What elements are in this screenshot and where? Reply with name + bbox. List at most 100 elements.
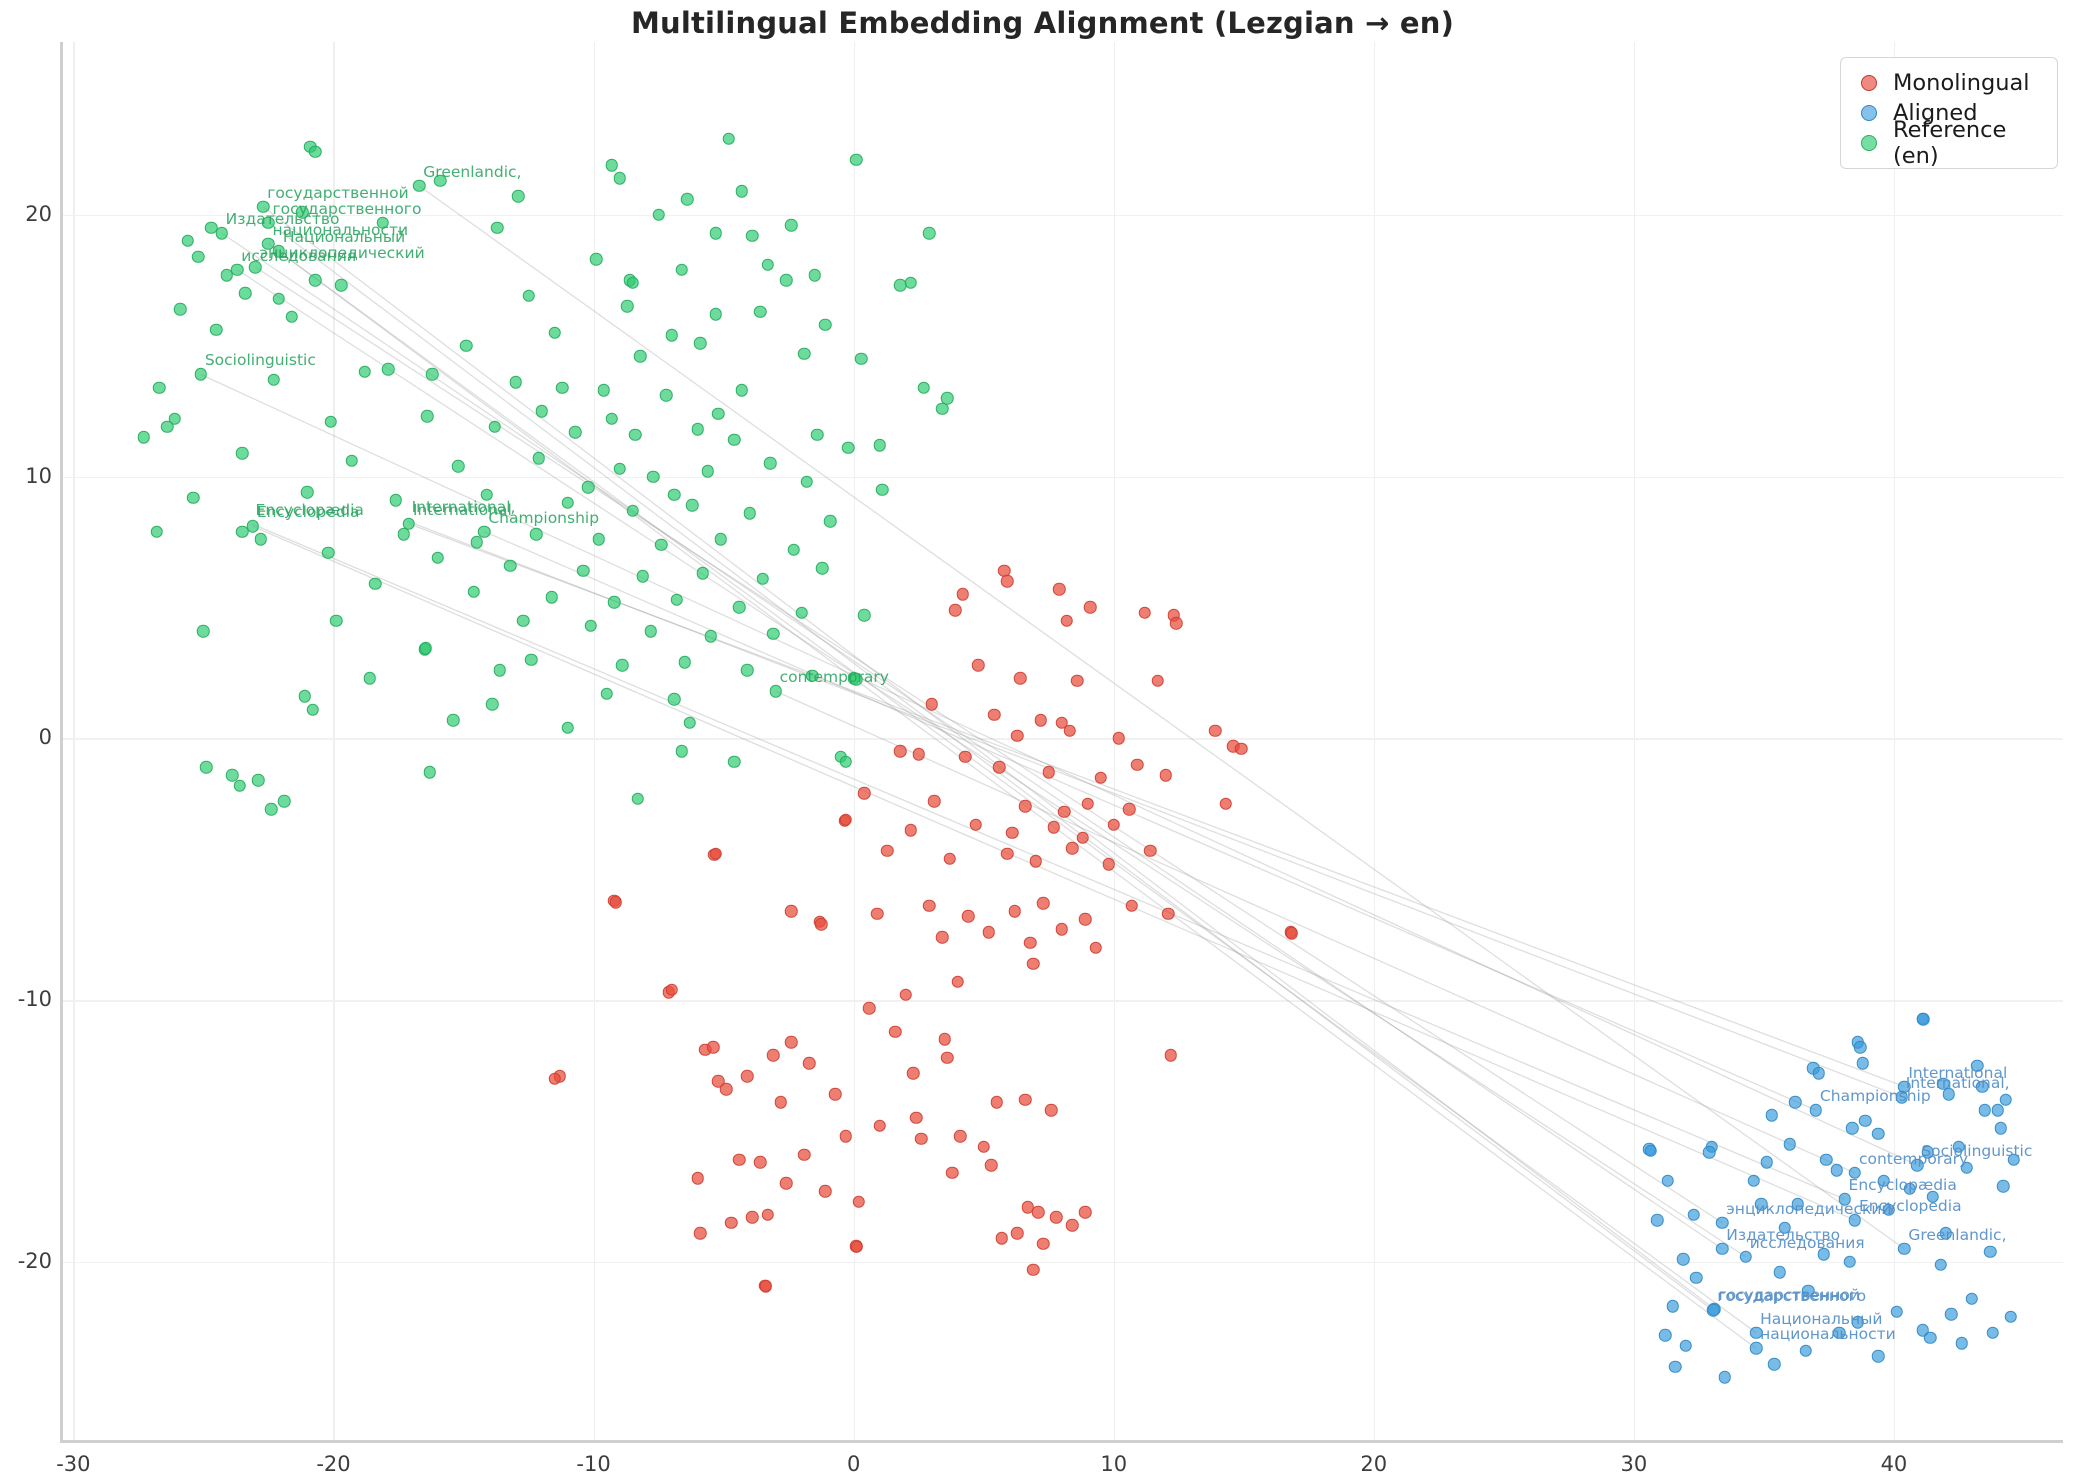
annotation-ref: International [412,500,512,519]
data-point-ref [740,664,754,677]
data-point-mono [1013,671,1027,685]
data-point-aligned [1838,1192,1851,1206]
data-point-ref [381,362,395,376]
data-point-mono [1055,923,1068,936]
data-point-ref [262,216,275,229]
data-point-aligned [1895,1090,1908,1104]
data-point-mono [1026,957,1040,970]
data-point-ref [530,527,543,541]
data-point-mono [761,1208,775,1222]
data-point-aligned [1955,1336,1968,1350]
annotation-aligned: Encyclopedia [1858,1197,1962,1216]
data-point-mono [1029,855,1042,868]
data-point-ref [517,614,530,627]
data-point-aligned [1661,1174,1674,1188]
y-tick-label: -10 [17,986,52,1011]
data-point-ref [522,289,535,303]
data-point-ref [857,609,871,622]
data-point-ref [795,606,808,619]
x-axis-spine [60,1440,2063,1443]
data-point-aligned [1843,1255,1856,1269]
annotation-ref: государственного [272,199,422,218]
data-point-mono [954,1130,967,1143]
data-point-mono [915,1132,928,1146]
annotation-ref: Sociolinguistic [204,351,316,370]
data-point-aligned [1679,1339,1693,1352]
data-point-mono [1065,842,1079,855]
annotation-aligned: Encyclopædia [1848,1176,1957,1195]
data-point-ref [545,590,559,604]
data-point-mono [993,760,1006,774]
data-point-mono [1125,899,1139,913]
data-point-ref [626,276,639,290]
data-point-ref [667,692,681,706]
data-point-aligned [1986,1326,2000,1339]
data-point-ref [272,245,286,258]
data-point-aligned [1760,1156,1773,1169]
data-point-aligned [1859,1114,1872,1127]
data-point-ref [459,339,473,352]
data-point-mono [925,698,938,711]
data-point-mono [548,1072,561,1085]
legend-item: Monolingual [1853,68,2043,98]
x-tick-label: -30 [56,1452,91,1476]
data-point-mono [907,1067,920,1080]
data-point-mono [928,794,941,808]
data-point-ref [904,276,918,290]
data-point-mono [881,844,894,858]
data-point-ref [615,658,629,672]
legend-label: Aligned [1893,100,1978,126]
data-point-ref [181,234,195,248]
data-point-mono [839,1130,853,1143]
data-point-ref [704,630,717,643]
legend-item: Aligned [1853,98,2043,128]
data-point-aligned [1690,1271,1703,1284]
data-point-aligned [1716,1216,1729,1229]
alignment-line-3 [221,232,1723,1250]
data-point-aligned [1706,1304,1720,1317]
data-point-aligned [1817,1247,1830,1261]
data-point-mono [912,747,925,761]
data-point-aligned [1677,1253,1690,1266]
data-point-ref [368,577,382,591]
data-point-mono [829,1088,842,1101]
data-point-aligned [1703,1145,1716,1159]
data-point-mono [948,603,962,617]
data-point-aligned [1747,1174,1760,1188]
data-point-ref [787,543,801,557]
data-point-ref [691,423,704,436]
data-point-mono [943,852,957,866]
annotation-ref: энциклопедический [259,244,425,263]
data-point-ref [727,755,741,769]
data-point-ref [873,438,886,452]
data-point-aligned [1924,1331,1937,1345]
data-point-ref [680,192,694,206]
data-point-aligned [1783,1137,1797,1151]
data-point-mono [951,975,964,989]
data-point-ref [714,533,728,546]
annotation-aligned: национальности [1760,1325,1896,1344]
gridline-x-0 [853,42,856,1440]
annotation-ref: Championship [488,508,600,527]
annotation-aligned: энциклопедический [1726,1199,1892,1218]
data-point-ref [696,567,710,580]
data-point-ref [634,349,647,363]
data-point-mono [1151,674,1165,688]
y-axis-spine [60,42,63,1443]
x-tick-label: 40 [1880,1452,1908,1476]
data-point-ref [647,470,660,483]
data-point-ref [160,420,174,434]
annotation-aligned: Национальный [1760,1309,1883,1328]
data-point-ref [264,802,278,816]
annotation-aligned: государственной [1718,1286,1860,1305]
x-tick-label: 10 [1100,1452,1128,1476]
data-point-aligned [1853,1041,1867,1054]
legend-marker-icon [1861,105,1877,121]
data-point-ref [150,525,163,538]
data-point-ref [600,687,613,701]
alignment-lines-layer [200,185,1918,1349]
data-point-aligned [1872,1349,1885,1363]
data-point-aligned [1999,1093,2013,1106]
data-point-mono [1047,821,1061,834]
data-point-ref [561,721,574,735]
